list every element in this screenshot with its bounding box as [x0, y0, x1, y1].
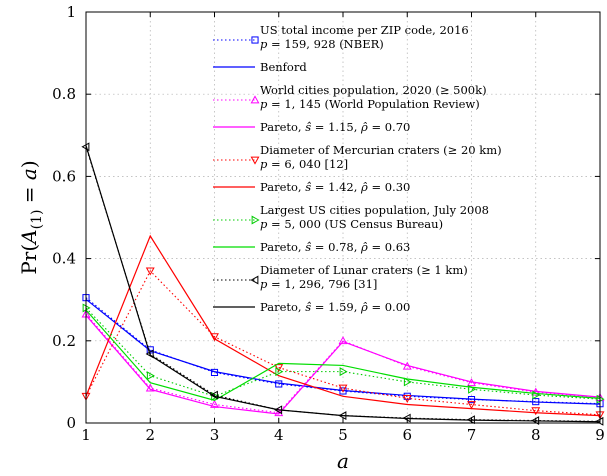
- legend-label: p = 6, 040 [12]: [260, 157, 348, 171]
- legend-entry-6: Largest US cities population, July 2008p…: [213, 203, 489, 231]
- data-point: [275, 367, 284, 377]
- y-tick-label: 1: [66, 3, 76, 21]
- series-line: [85, 269, 601, 416]
- y-axis-title: Pr(A(1) = a): [17, 160, 45, 274]
- legend-label: World cities population, 2020 (≥ 500k): [260, 83, 487, 97]
- y-tick-label: 0.2: [52, 332, 76, 350]
- x-tick-label: 7: [467, 426, 477, 444]
- series-line: [85, 309, 601, 402]
- y-tick-label: 0.4: [52, 250, 76, 268]
- data-point: [145, 267, 155, 276]
- legend-label: Pareto, ŝ = 1.15, ρ̂ = 0.70: [260, 120, 410, 134]
- legend-entry-1: Benford: [213, 60, 307, 74]
- legend-label: p = 1, 296, 796 [31]: [260, 277, 377, 291]
- y-tick-label: 0: [66, 414, 76, 432]
- series-9: [85, 145, 601, 423]
- data-point: [209, 390, 218, 400]
- legend-entry-4: Diameter of Mercurian craters (≥ 20 km)p…: [213, 143, 502, 171]
- data-point: [467, 401, 476, 410]
- legend-marker: [251, 36, 259, 44]
- data-point: [338, 384, 348, 393]
- data-point: [210, 399, 219, 408]
- legend-label: Diameter of Lunar craters (≥ 1 km): [260, 263, 468, 277]
- legend-label: Benford: [260, 60, 307, 74]
- series-7: [85, 309, 601, 402]
- series-line: [85, 314, 601, 415]
- x-tick-label: 4: [274, 426, 284, 444]
- legend-entry-8: Diameter of Lunar craters (≥ 1 km)p = 1,…: [213, 263, 468, 291]
- series-5: [85, 234, 601, 417]
- legend-entry-7: Pareto, ŝ = 0.78, ρ̂ = 0.63: [213, 240, 410, 254]
- data-point: [338, 336, 348, 345]
- legend-marker: [250, 95, 260, 104]
- data-point: [146, 371, 155, 381]
- legend-label: Pareto, ŝ = 1.59, ρ̂ = 0.00: [260, 300, 410, 314]
- x-tick-label: 2: [145, 426, 155, 444]
- legend-label: Pareto, ŝ = 0.78, ρ̂ = 0.63: [260, 240, 410, 254]
- series-line: [85, 145, 601, 423]
- y-tick-label: 0.6: [52, 167, 76, 185]
- legend-label: Diameter of Mercurian craters (≥ 20 km): [260, 143, 502, 157]
- series-layer: [81, 142, 605, 426]
- grid: [86, 12, 600, 423]
- series-1: [85, 298, 601, 405]
- legend-label: p = 5, 000 (US Census Bureau): [260, 217, 443, 231]
- legend-entry-5: Pareto, ŝ = 1.42, ρ̂ = 0.30: [213, 180, 410, 194]
- x-tick-label: 1: [81, 426, 91, 444]
- x-tick-label: 9: [595, 426, 605, 444]
- legend-entry-9: Pareto, ŝ = 1.59, ρ̂ = 0.00: [213, 300, 410, 314]
- legend-label: Pareto, ŝ = 1.42, ρ̂ = 0.30: [260, 180, 410, 194]
- series-3: [85, 314, 601, 415]
- x-tick-label: 8: [531, 426, 541, 444]
- data-point: [274, 364, 284, 373]
- x-axis-title: a: [337, 449, 349, 473]
- legend-label: Largest US cities population, July 2008: [260, 203, 489, 217]
- legend-marker: [250, 156, 260, 165]
- legend-marker: [251, 215, 260, 225]
- legend-entry-2: World cities population, 2020 (≥ 500k)p …: [213, 83, 487, 111]
- x-tick-label: 6: [402, 426, 412, 444]
- series-line: [85, 313, 601, 414]
- data-point: [210, 333, 219, 342]
- x-tick-label: 5: [338, 426, 348, 444]
- y-tick-label: 0.8: [52, 85, 76, 103]
- x-tick-label: 3: [210, 426, 220, 444]
- data-point: [211, 391, 220, 401]
- legend-entry-3: Pareto, ŝ = 1.15, ρ̂ = 0.70: [213, 120, 410, 134]
- legend-label: p = 1, 145 (World Population Review): [260, 97, 480, 111]
- series-line: [85, 234, 601, 417]
- series-line: [85, 298, 601, 405]
- legend-label: p = 159, 928 (NBER): [260, 37, 384, 51]
- data-point: [339, 367, 348, 377]
- data-point: [531, 407, 541, 416]
- legend-marker: [250, 275, 259, 285]
- legend-label: US total income per ZIP code, 2016: [260, 23, 469, 37]
- data-point: [402, 394, 412, 403]
- data-point: [403, 377, 412, 387]
- ticks: 1 2 3 4 5 6 7 8 9 0 0.2 0.4 0.6 0.8 1: [52, 3, 605, 444]
